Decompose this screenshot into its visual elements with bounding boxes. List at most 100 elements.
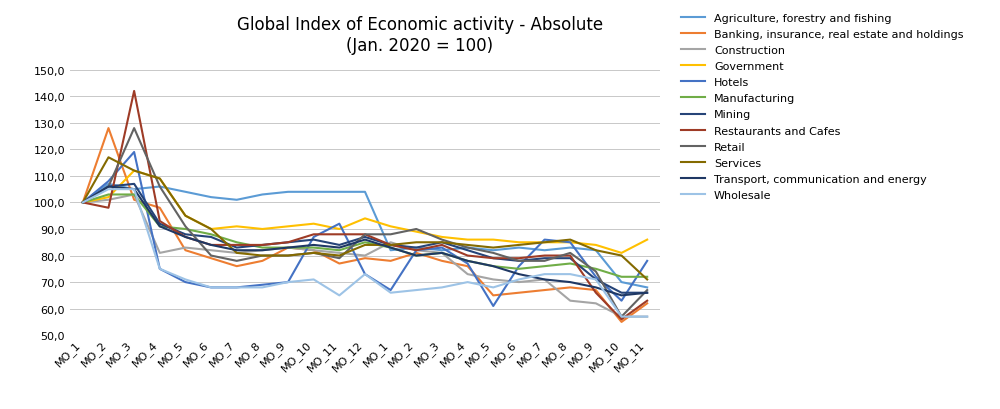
Construction [256,248,268,253]
Retail [231,259,243,264]
Agriculture, forestry and fishing [256,193,268,198]
Services [256,254,268,258]
Line: Agriculture, forestry and fishing: Agriculture, forestry and fishing [83,184,647,288]
Transport, communication and energy [462,259,474,264]
Retail [564,251,576,256]
Banking, insurance, real estate and holdings [590,288,602,293]
Agriculture, forestry and fishing [179,190,191,195]
Mining [308,238,320,243]
Transport, communication and energy [539,277,551,282]
Manufacturing [205,232,217,237]
Mining [410,245,422,250]
Retail [641,288,653,293]
Hotels [102,179,114,184]
Manufacturing [231,240,243,245]
Restaurants and Cafes [205,243,217,248]
Government [231,224,243,229]
Services [564,238,576,243]
Services [333,254,345,258]
Agriculture, forestry and fishing [128,187,140,192]
Retail [436,238,448,243]
Restaurants and Cafes [410,248,422,253]
Retail [590,270,602,274]
Mining [333,243,345,248]
Services [179,214,191,219]
Line: Hotels: Hotels [83,153,647,306]
Retail [154,184,166,189]
Banking, insurance, real estate and holdings [205,256,217,261]
Banking, insurance, real estate and holdings [128,198,140,203]
Wholesale [333,293,345,298]
Government [102,195,114,200]
Mining [590,277,602,282]
Hotels [128,150,140,155]
Transport, communication and energy [513,272,525,277]
Construction [128,193,140,198]
Services [513,243,525,248]
Services [616,254,628,258]
Hotels [154,267,166,272]
Banking, insurance, real estate and holdings [179,248,191,253]
Restaurants and Cafes [436,243,448,248]
Construction [179,245,191,250]
Retail [410,227,422,232]
Manufacturing [128,193,140,198]
Legend: Agriculture, forestry and fishing, Banking, insurance, real estate and holdings,: Agriculture, forestry and fishing, Banki… [681,14,963,200]
Banking, insurance, real estate and holdings [436,259,448,264]
Agriculture, forestry and fishing [308,190,320,195]
Banking, insurance, real estate and holdings [487,293,499,298]
Transport, communication and energy [487,264,499,269]
Mining [154,222,166,227]
Mining [641,290,653,295]
Retail [385,232,397,237]
Hotels [231,285,243,290]
Government [462,238,474,243]
Manufacturing [462,259,474,264]
Wholesale [128,187,140,192]
Retail [102,184,114,189]
Mining [179,232,191,237]
Restaurants and Cafes [256,243,268,248]
Government [564,240,576,245]
Government [590,243,602,248]
Construction [436,251,448,256]
Agriculture, forestry and fishing [436,248,448,253]
Agriculture, forestry and fishing [462,245,474,250]
Wholesale [564,272,576,277]
Mining [436,240,448,245]
Government [513,240,525,245]
Services [231,251,243,256]
Construction [385,240,397,245]
Restaurants and Cafes [77,200,89,205]
Manufacturing [282,245,294,250]
Agriculture, forestry and fishing [590,248,602,253]
Wholesale [385,290,397,295]
Transport, communication and energy [102,184,114,189]
Services [385,243,397,248]
Manufacturing [359,240,371,245]
Mining [462,248,474,253]
Services [590,248,602,253]
Manufacturing [102,193,114,198]
Agriculture, forestry and fishing [410,245,422,250]
Wholesale [513,277,525,282]
Government [179,214,191,219]
Agriculture, forestry and fishing [539,248,551,253]
Banking, insurance, real estate and holdings [564,285,576,290]
Construction [333,251,345,256]
Hotels [256,283,268,288]
Restaurants and Cafes [564,254,576,258]
Manufacturing [564,261,576,266]
Retail [616,315,628,319]
Text: Global Index of Economic activity - Absolute
(Jan. 2020 = 100): Global Index of Economic activity - Abso… [237,16,603,55]
Line: Manufacturing: Manufacturing [83,195,647,277]
Construction [590,301,602,306]
Line: Government: Government [83,171,647,253]
Retail [513,259,525,264]
Construction [564,299,576,303]
Restaurants and Cafes [308,232,320,237]
Banking, insurance, real estate and holdings [308,248,320,253]
Hotels [333,222,345,227]
Retail [462,245,474,250]
Services [154,177,166,182]
